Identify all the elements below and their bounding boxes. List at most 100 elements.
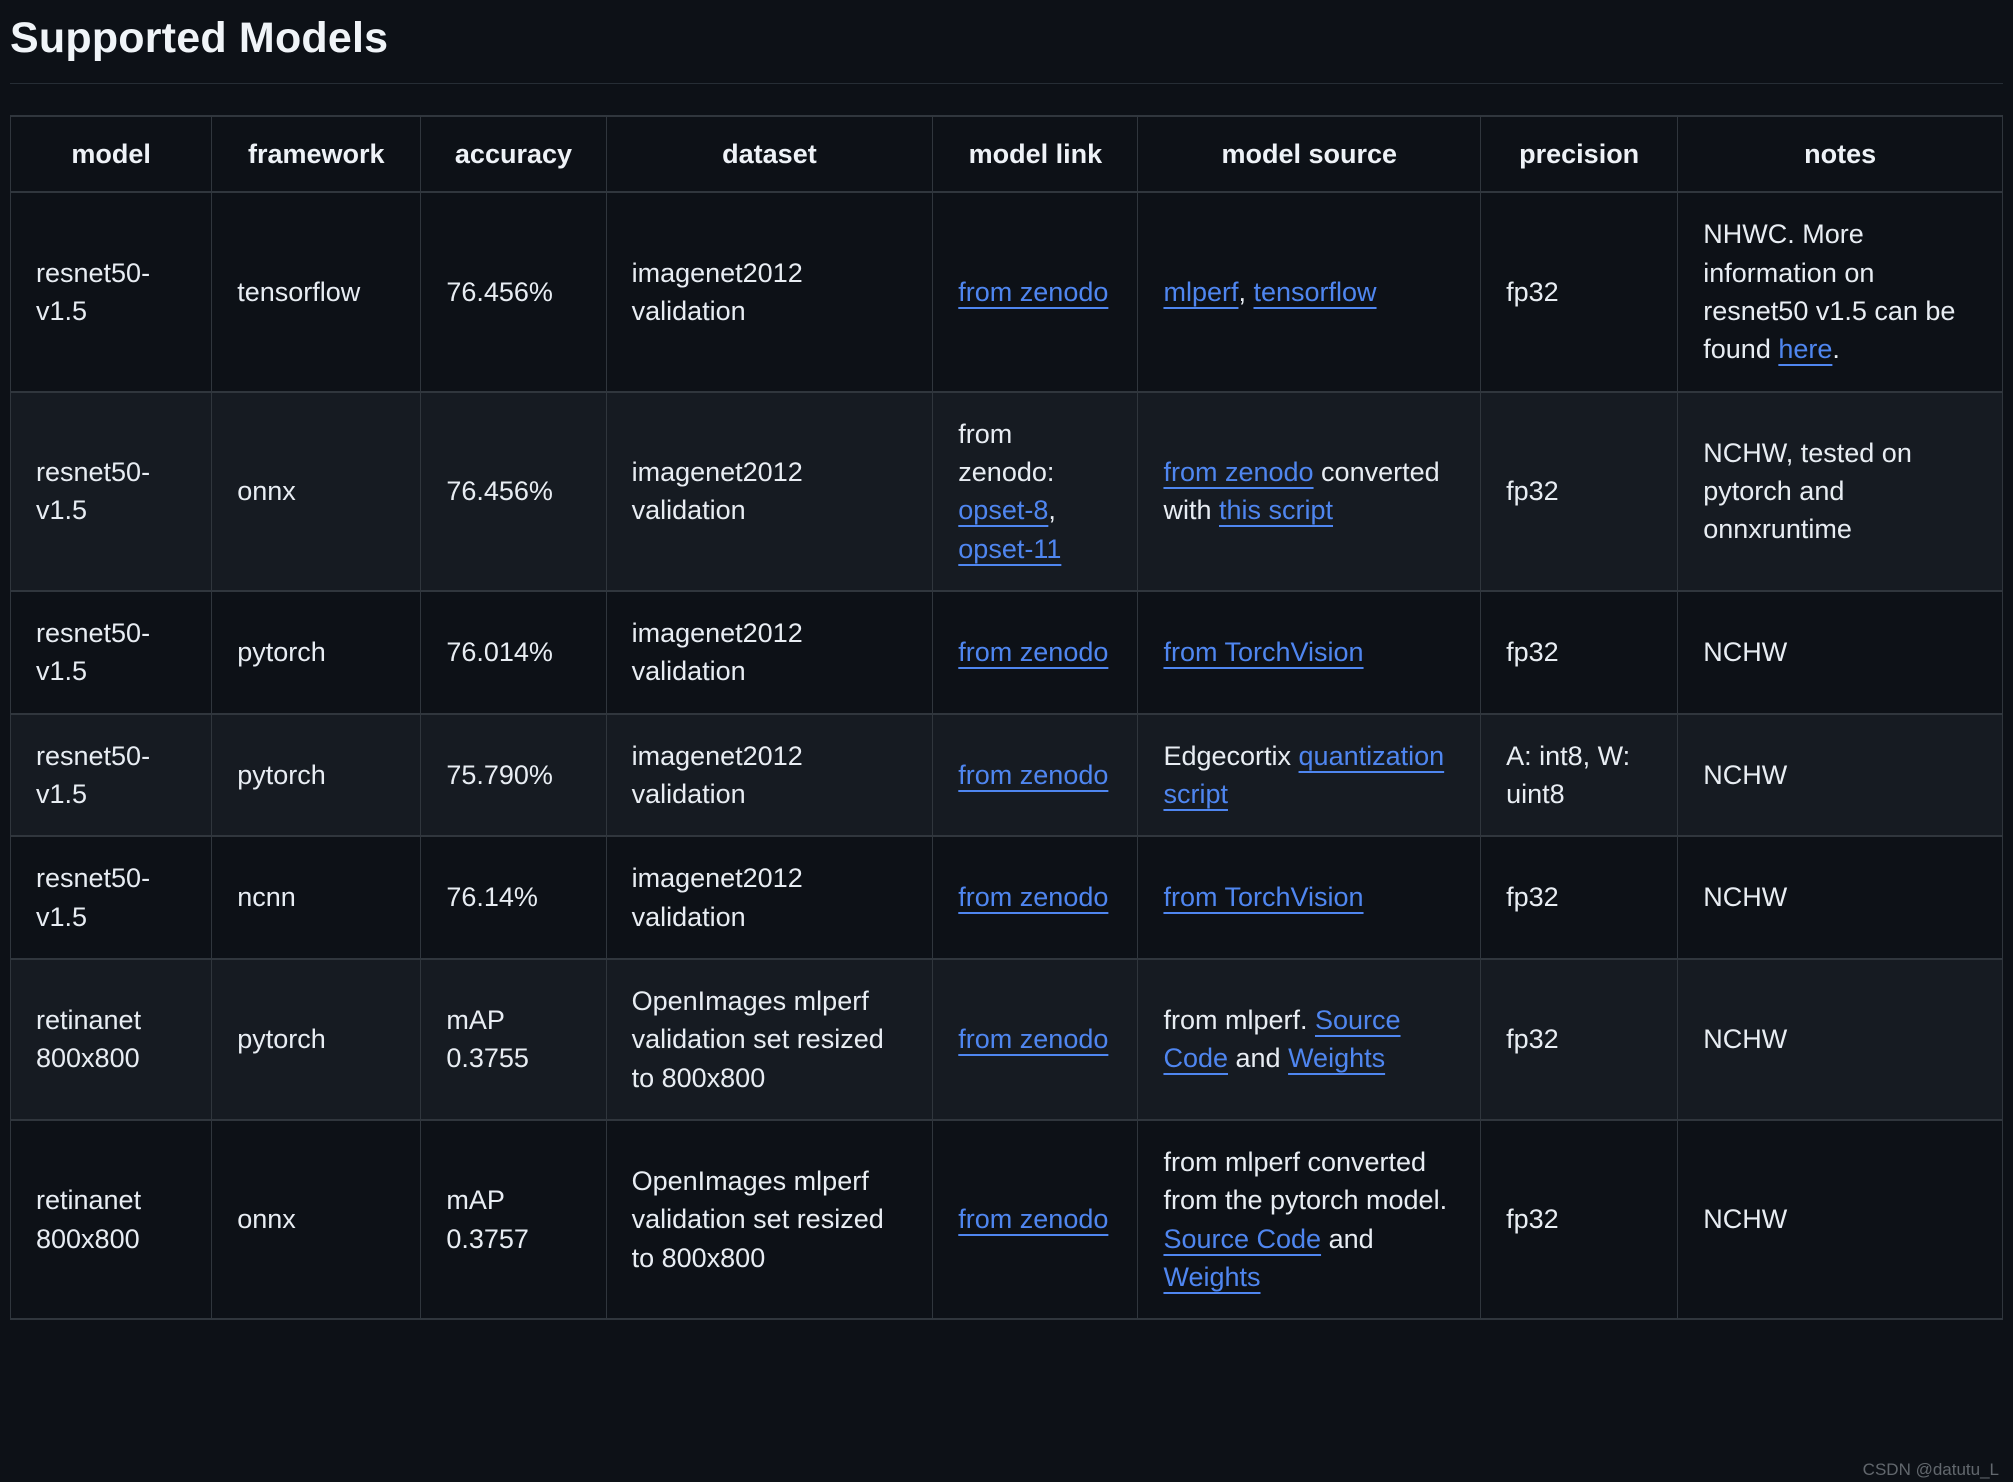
link-from-zenodo[interactable]: from zenodo <box>958 1204 1109 1235</box>
cell-framework: onnx <box>211 390 422 592</box>
cell-text: fp32 <box>1506 1024 1559 1055</box>
cell-text: onnx <box>237 1204 296 1235</box>
link-tensorflow[interactable]: tensorflow <box>1253 276 1377 307</box>
link-from-zenodo[interactable]: from zenodo <box>958 882 1109 913</box>
cell-dataset: OpenImages mlperf validation set resized… <box>605 957 934 1121</box>
link-weights[interactable]: Weights <box>1163 1261 1261 1292</box>
cell-text: 76.014% <box>446 637 553 668</box>
cell-accuracy: mAP 0.3755 <box>420 957 607 1121</box>
cell-text: from mlperf converted from the pytorch m… <box>1163 1146 1448 1216</box>
cell-text: NCHW <box>1703 1204 1788 1235</box>
cell-precision: A: int8, W: uint8 <box>1480 712 1679 838</box>
link-from-zenodo[interactable]: from zenodo <box>958 637 1109 668</box>
link-from-torchvision[interactable]: from TorchVision <box>1163 637 1364 668</box>
column-header-dataset: dataset <box>605 114 934 194</box>
cell-text: NCHW, tested on pytorch and onnxruntime <box>1703 437 1912 545</box>
cell-text: retinanet 800x800 <box>36 1185 142 1254</box>
cell-text: imagenet2012 validation <box>631 456 803 526</box>
cell-model-link: from zenodo <box>932 957 1139 1121</box>
cell-notes: NCHW <box>1677 712 2003 838</box>
cell-text: and <box>1321 1223 1374 1254</box>
cell-dataset: imagenet2012 validation <box>605 390 934 592</box>
cell-text: mAP 0.3755 <box>446 1005 529 1074</box>
cell-framework: onnx <box>211 1118 422 1321</box>
column-header-notes: notes <box>1677 114 2003 194</box>
link-from-torchvision[interactable]: from TorchVision <box>1163 882 1364 913</box>
cell-framework: pytorch <box>211 957 422 1121</box>
cell-model-link: from zenodo <box>932 589 1139 715</box>
table-row: resnet50-v1.5 tensorflow 76.456% imagenet20… <box>9 191 2003 393</box>
cell-accuracy: 76.456% <box>420 191 607 393</box>
link-here[interactable]: here <box>1778 334 1833 365</box>
cell-text: A: int8, W: uint8 <box>1506 740 1631 809</box>
cell-text: imagenet2012 validation <box>631 740 803 809</box>
cell-text: pytorch <box>237 637 326 668</box>
cell-text: resnet50-v1.5 <box>36 740 151 809</box>
link-from-zenodo[interactable]: from zenodo <box>958 1024 1109 1055</box>
cell-text: 75.790% <box>446 759 553 790</box>
table-row: retinanet 800x800 pytorch mAP 0.3755 OpenIm… <box>9 957 2003 1121</box>
cell-precision: fp32 <box>1480 589 1679 715</box>
cell-text: NCHW <box>1703 1024 1788 1055</box>
link-this-script[interactable]: this script <box>1218 495 1334 526</box>
link-from-zenodo[interactable]: from zenodo <box>958 276 1109 307</box>
cell-model: resnet50-v1.5 <box>9 390 213 592</box>
cell-model: resnet50-v1.5 <box>9 712 213 838</box>
column-header-model-source: model source <box>1137 114 1482 194</box>
cell-model-link: from zenodo <box>932 191 1139 393</box>
models-table: model framework accuracy dataset model link m… <box>9 114 2003 1321</box>
link-mlperf[interactable]: mlperf <box>1163 276 1239 307</box>
cell-text: , <box>1238 276 1254 307</box>
header-row: model framework accuracy dataset model link m… <box>9 114 2003 194</box>
cell-text: ncnn <box>237 882 296 913</box>
cell-text: NCHW <box>1703 759 1788 790</box>
cell-text: NHWC. More information on resnet50 v1.5 … <box>1703 219 1956 365</box>
cell-text: fp32 <box>1506 276 1559 307</box>
cell-accuracy: mAP 0.3757 <box>420 1118 607 1321</box>
cell-text: NCHW <box>1703 637 1788 668</box>
cell-framework: pytorch <box>211 712 422 838</box>
link-opset-8[interactable]: opset-8 <box>958 495 1049 526</box>
column-header-precision: precision <box>1480 114 1679 194</box>
cell-text: and <box>1228 1043 1289 1074</box>
cell-model: resnet50-v1.5 <box>9 835 213 960</box>
cell-notes: NCHW <box>1677 957 2003 1121</box>
cell-dataset: imagenet2012 validation <box>605 589 934 715</box>
cell-text: , <box>1048 495 1056 526</box>
cell-model: retinanet 800x800 <box>9 1118 213 1321</box>
link-from-zenodo[interactable]: from zenodo <box>1163 456 1314 487</box>
cell-precision: fp32 <box>1480 390 1679 592</box>
cell-text: resnet50-v1.5 <box>36 863 151 932</box>
cell-text: Edgecortix <box>1163 740 1299 771</box>
cell-text: from mlperf. <box>1163 1005 1315 1036</box>
column-header-model: model <box>9 114 213 194</box>
link-opset-11[interactable]: opset-11 <box>958 533 1062 564</box>
cell-model-link: from zenodo: opset-8, opset-11 <box>932 390 1139 592</box>
link-quantization-script[interactable]: quantization script <box>1163 740 1445 809</box>
link-weights[interactable]: Weights <box>1288 1043 1386 1074</box>
table-row: resnet50-v1.5 pytorch 76.014% imagenet2012 … <box>9 589 2003 715</box>
cell-model-source: Edgecortix quantization script <box>1137 712 1482 838</box>
cell-dataset: imagenet2012 validation <box>605 191 934 393</box>
cell-text: converted with <box>1163 456 1440 526</box>
cell-text: OpenImages mlperf validation set resized… <box>631 985 884 1093</box>
cell-model-source: from mlperf converted from the pytorch m… <box>1137 1118 1482 1321</box>
cell-text: . <box>1832 334 1840 365</box>
column-header-accuracy: accuracy <box>420 114 607 194</box>
link-from-zenodo[interactable]: from zenodo <box>958 759 1109 790</box>
link-source-code[interactable]: Source Code <box>1163 1223 1322 1254</box>
page-title: Supported Models <box>10 6 2003 84</box>
link-source-code[interactable]: Source Code <box>1163 1005 1401 1074</box>
cell-text: pytorch <box>237 759 326 790</box>
cell-text: resnet50-v1.5 <box>36 617 151 687</box>
cell-text: resnet50-v1.5 <box>36 257 151 326</box>
cell-text: fp32 <box>1506 1204 1559 1235</box>
cell-model-source: from zenodo converted with this script <box>1137 390 1482 592</box>
cell-dataset: imagenet2012 validation <box>605 712 934 838</box>
cell-precision: fp32 <box>1480 835 1679 960</box>
cell-model-source: from mlperf. Source Code and Weights <box>1137 957 1482 1121</box>
cell-dataset: imagenet2012 validation <box>605 835 934 960</box>
cell-model-source: from TorchVision <box>1137 589 1482 715</box>
cell-text: resnet50-v1.5 <box>36 456 151 526</box>
